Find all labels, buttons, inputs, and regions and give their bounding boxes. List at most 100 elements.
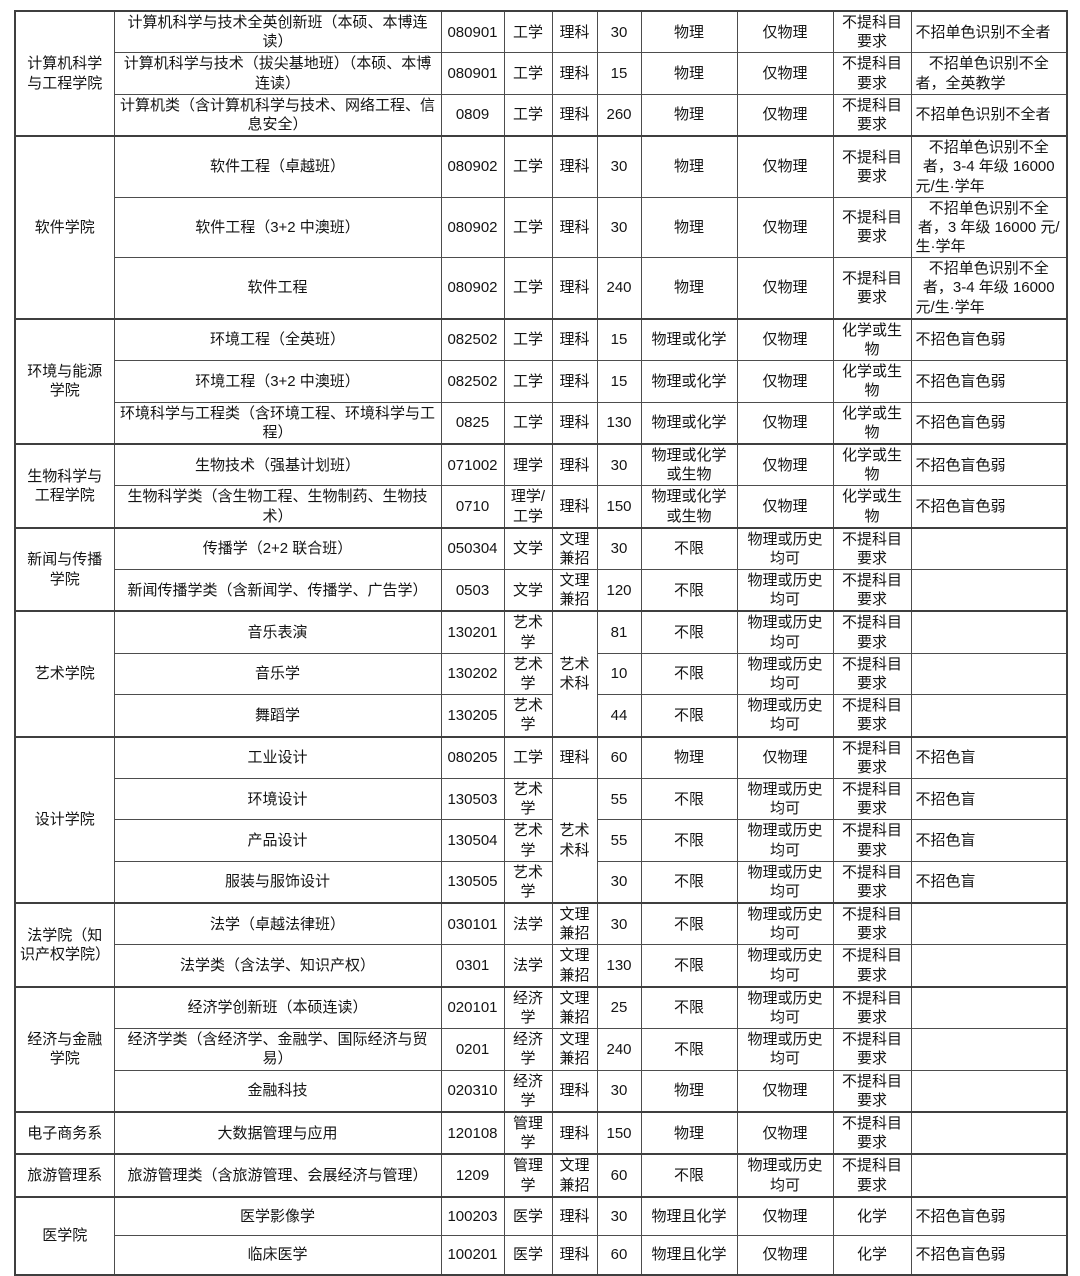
table-row: 环境与能源学院 环境工程（全英班） 082502 工学 理科 15 物理或化学 仅物理 化学或生… bbox=[14, 317, 1068, 445]
major-cell: 软件工程（卓越班） bbox=[113, 135, 442, 198]
table-row: 临床医学 100201 医学 理科 60 物理且化学 仅物理 化学 不招色盲色弱 bbox=[15, 1235, 1068, 1276]
major-cell: 音乐表演 bbox=[113, 610, 442, 654]
major-cell: 计算机类（含计算机科学与技术、网络工程、信息安全） bbox=[113, 93, 442, 137]
reselect-subject-cell: 仅物理 bbox=[736, 10, 834, 54]
major-code-cell: 0503 bbox=[440, 569, 505, 612]
subject-requirement-cell: 不提科目要求 bbox=[832, 1028, 912, 1071]
degree-type-cell: 艺术学 bbox=[503, 652, 553, 696]
enrollment-quota-cell: 10 bbox=[596, 652, 642, 696]
major-code-cell: 020101 bbox=[440, 985, 505, 1030]
degree-type-cell: 理学/工学 bbox=[503, 485, 553, 529]
remark-cell: 不招色盲 bbox=[910, 777, 1068, 821]
reselect-subject-cell: 物理或历史均可 bbox=[736, 902, 834, 946]
reselect-subject-cell: 物理或历史均可 bbox=[736, 569, 834, 612]
reselect-subject-cell: 物理或历史均可 bbox=[736, 944, 834, 988]
reselect-subject-cell: 物理或历史均可 bbox=[736, 819, 834, 862]
remark-cell bbox=[910, 526, 1068, 571]
remark-cell: 不招色盲色弱 bbox=[910, 401, 1068, 445]
table-row: 计算机科学与工程学院 计算机科学与技术全英创新班（本硕、本博连读） 080901 工学… bbox=[14, 9, 1068, 137]
major-code-cell: 071002 bbox=[440, 442, 505, 487]
subject-requirement-cell: 不提科目要求 bbox=[832, 1069, 912, 1113]
admissions-plan-page: 计算机科学与工程学院 计算机科学与技术全英创新班（本硕、本博连读） 080901 工学… bbox=[14, 9, 1068, 1276]
degree-type-cell: 管理学 bbox=[503, 1110, 553, 1155]
degree-type-cell: 医学 bbox=[503, 1235, 553, 1276]
remark-cell: 不招色盲色弱 bbox=[910, 485, 1068, 529]
remark-cell: 不招单色识别不全者 bbox=[910, 93, 1068, 137]
major-code-cell: 130505 bbox=[440, 860, 505, 904]
remark-cell bbox=[910, 1069, 1068, 1113]
first-subject-cell: 物理 bbox=[640, 52, 738, 95]
college-cell: 电子商务系 bbox=[14, 1110, 115, 1155]
major-code-cell: 030101 bbox=[440, 902, 505, 946]
major-cell: 生物技术（强基计划班） bbox=[113, 442, 442, 487]
exam-category-cell: 文理兼招 bbox=[551, 526, 598, 571]
college-cell: 旅游管理系 bbox=[14, 1153, 115, 1198]
enrollment-quota-cell: 150 bbox=[596, 485, 642, 529]
table-row: 经济与金融学院 经济学创新班（本硕连读） 020101 经济学 文理兼招 25 不限 物理或历… bbox=[14, 985, 1068, 1113]
major-cell: 服装与服饰设计 bbox=[113, 860, 442, 904]
subject-requirement-cell: 不提科目要求 bbox=[832, 777, 912, 821]
college-cell: 医学院 bbox=[14, 1195, 115, 1276]
remark-cell: 不招色盲色弱 bbox=[910, 442, 1068, 487]
major-cell: 舞蹈学 bbox=[113, 694, 442, 738]
reselect-subject-cell: 物理或历史均可 bbox=[736, 777, 834, 821]
reselect-subject-cell: 仅物理 bbox=[736, 52, 834, 95]
exam-category-cell: 理科 bbox=[551, 93, 598, 137]
major-code-cell: 082502 bbox=[440, 360, 505, 403]
exam-category-cell: 理科 bbox=[551, 735, 598, 779]
college-cell: 法学院（知识产权学院） bbox=[14, 902, 115, 988]
exam-category-cell: 理科 bbox=[551, 1110, 598, 1155]
first-subject-cell: 不限 bbox=[640, 944, 738, 988]
first-subject-cell: 物理 bbox=[640, 257, 738, 320]
table-row: 软件工程（3+2 中澳班） 080902 工学 理科 30 物理 仅物理 不提科目要求 不招单色… bbox=[15, 196, 1068, 259]
reselect-subject-cell: 仅物理 bbox=[736, 1110, 834, 1155]
first-subject-cell: 不限 bbox=[640, 860, 738, 904]
major-code-cell: 120108 bbox=[440, 1110, 505, 1155]
reselect-subject-cell: 仅物理 bbox=[736, 360, 834, 403]
major-code-cell: 1209 bbox=[440, 1153, 505, 1198]
enrollment-quota-cell: 120 bbox=[596, 569, 642, 612]
first-subject-cell: 物理或化学或生物 bbox=[640, 442, 738, 487]
remark-cell: 不招单色识别不全者，3-4 年级 16000 元/生·学年 bbox=[910, 257, 1068, 320]
major-cell: 旅游管理类（含旅游管理、会展经济与管理） bbox=[113, 1153, 442, 1198]
exam-category-cell: 理科 bbox=[551, 10, 598, 54]
subject-requirement-cell: 不提科目要求 bbox=[832, 93, 912, 137]
subject-requirement-cell: 不提科目要求 bbox=[832, 1110, 912, 1155]
degree-type-cell: 艺术学 bbox=[503, 860, 553, 904]
exam-category-cell: 艺术术科 bbox=[551, 610, 598, 738]
major-code-cell: 0825 bbox=[440, 401, 505, 445]
table-row: 电子商务系 大数据管理与应用 120108 管理学 理科 150 物理 仅物理 不提科目要求 bbox=[14, 1110, 1068, 1155]
college-cell: 生物科学与工程学院 bbox=[14, 442, 115, 529]
reselect-subject-cell: 仅物理 bbox=[736, 317, 834, 362]
degree-type-cell: 工学 bbox=[503, 317, 553, 362]
first-subject-cell: 物理 bbox=[640, 10, 738, 54]
enrollment-quota-cell: 44 bbox=[596, 694, 642, 738]
enrollment-quota-cell: 30 bbox=[596, 1195, 642, 1237]
exam-category-cell: 理科 bbox=[551, 1069, 598, 1113]
first-subject-cell: 物理 bbox=[640, 735, 738, 779]
degree-type-cell: 工学 bbox=[503, 52, 553, 95]
major-code-cell: 080205 bbox=[440, 735, 505, 779]
remark-cell: 不招单色识别不全者 bbox=[910, 10, 1068, 54]
table-row: 法学院（知识产权学院） 法学（卓越法律班） 030101 法学 文理兼招 30 不限 物理或历… bbox=[14, 902, 1068, 988]
first-subject-cell: 不限 bbox=[640, 819, 738, 862]
exam-category-cell: 文理兼招 bbox=[551, 1153, 598, 1198]
first-subject-cell: 不限 bbox=[640, 526, 738, 571]
subject-requirement-cell: 不提科目要求 bbox=[832, 985, 912, 1030]
major-cell: 软件工程 bbox=[113, 257, 442, 320]
major-code-cell: 0809 bbox=[440, 93, 505, 137]
enrollment-quota-cell: 60 bbox=[596, 1153, 642, 1198]
enrollment-quota-cell: 30 bbox=[596, 526, 642, 571]
exam-category-cell: 文理兼招 bbox=[551, 569, 598, 612]
first-subject-cell: 物理且化学 bbox=[640, 1235, 738, 1276]
exam-category-cell: 文理兼招 bbox=[551, 944, 598, 988]
reselect-subject-cell: 仅物理 bbox=[736, 1069, 834, 1113]
enrollment-quota-cell: 240 bbox=[596, 1028, 642, 1071]
remark-cell bbox=[910, 652, 1068, 696]
table-row: 经济学类（含经济学、金融学、国际经济与贸易） 0201 经济学 文理兼招 240 不限 物理… bbox=[15, 1028, 1068, 1071]
degree-type-cell: 医学 bbox=[503, 1195, 553, 1237]
major-code-cell: 130201 bbox=[440, 610, 505, 654]
major-cell: 音乐学 bbox=[113, 652, 442, 696]
subject-requirement-cell: 不提科目要求 bbox=[832, 860, 912, 904]
remark-cell: 不招色盲色弱 bbox=[910, 1235, 1068, 1276]
